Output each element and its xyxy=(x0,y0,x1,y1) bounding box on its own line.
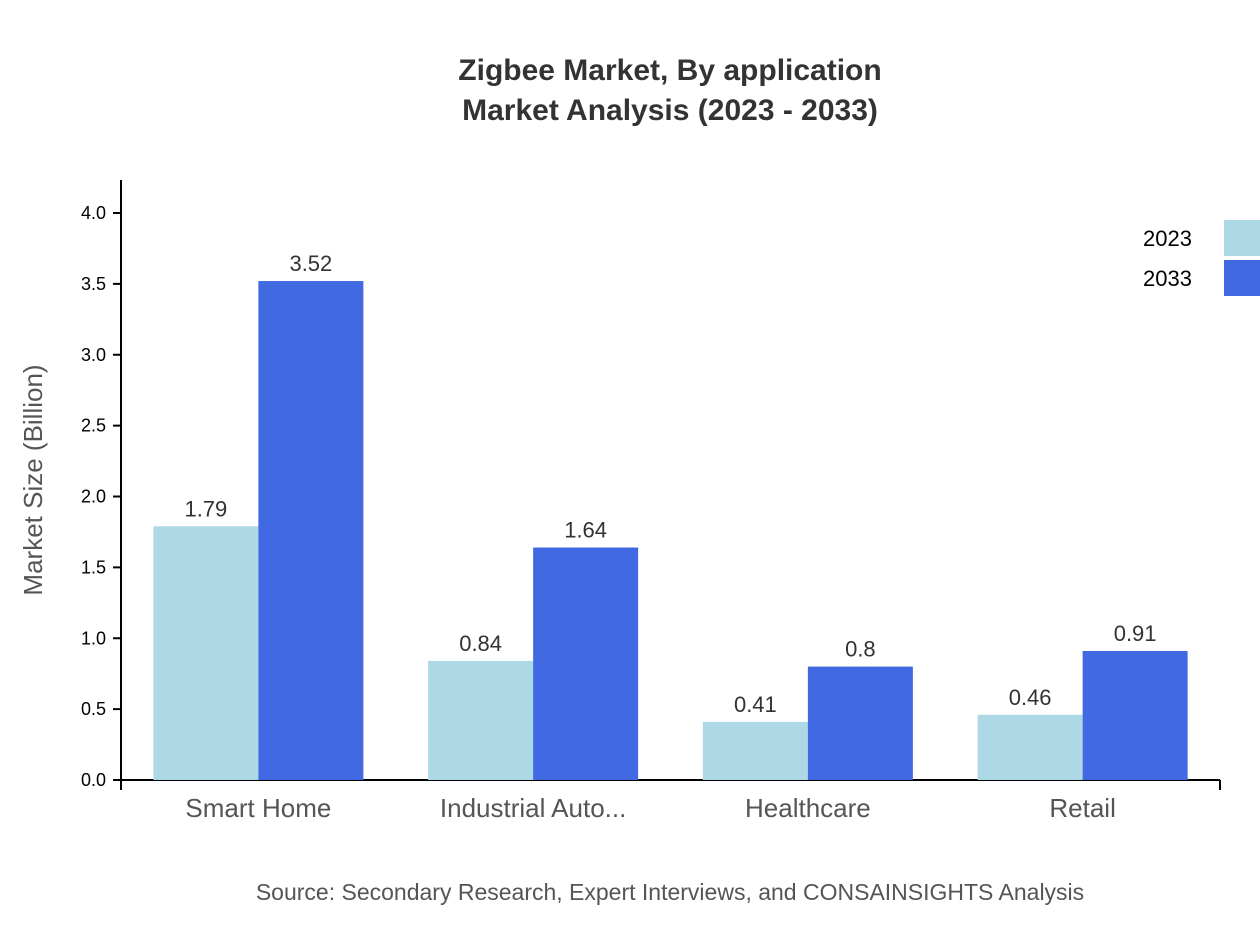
y-tick-label: 4.0 xyxy=(81,203,106,223)
data-label: 0.91 xyxy=(1114,621,1157,646)
bar-2033 xyxy=(807,666,913,780)
bar-2023 xyxy=(702,721,808,780)
axes: 0.0 0.5 1.0 1.5 2.0 2.5 3.0 3.5 4.0 Smart Home Ind… xyxy=(81,180,1221,823)
y-tick-label: 1.5 xyxy=(81,557,106,577)
data-label: 0.46 xyxy=(1009,685,1052,710)
y-axis-label: Market Size (Billion) xyxy=(18,364,48,595)
bar-2033 xyxy=(258,281,364,780)
x-tick-label: Healthcare xyxy=(745,793,871,823)
y-tick-label: 3.5 xyxy=(81,274,106,294)
bar-2023 xyxy=(153,526,259,780)
x-tick-label: Retail xyxy=(1049,793,1115,823)
bar-2023 xyxy=(977,714,1083,780)
legend-swatch xyxy=(1224,220,1260,256)
data-label: 1.79 xyxy=(184,496,227,521)
data-label: 0.84 xyxy=(459,631,502,656)
y-tick-label: 2.5 xyxy=(81,416,106,436)
x-tick-label: Smart Home xyxy=(185,793,331,823)
bar-2033 xyxy=(1082,651,1188,780)
y-tick-label: 2.0 xyxy=(81,487,106,507)
bar-2033 xyxy=(533,547,639,780)
bar-2023 xyxy=(428,660,534,780)
chart-title: Zigbee Market, By application xyxy=(458,54,881,87)
x-tick-label: Industrial Auto... xyxy=(440,793,626,823)
legend-swatch xyxy=(1224,260,1260,296)
data-label: 1.64 xyxy=(564,518,607,543)
legend: 2023 2033 xyxy=(1143,220,1260,296)
y-tick-label: 0.0 xyxy=(81,770,106,790)
source-note: Source: Secondary Research, Expert Inter… xyxy=(256,879,1084,905)
y-tick-label: 1.0 xyxy=(81,628,106,648)
bars: 1.79 3.52 0.84 1.64 0.41 0.8 0.46 0.91 xyxy=(153,251,1188,780)
data-label: 0.8 xyxy=(845,637,876,662)
y-tick-label: 0.5 xyxy=(81,699,106,719)
legend-label: 2023 xyxy=(1143,226,1192,251)
data-label: 0.41 xyxy=(734,692,777,717)
data-label: 3.52 xyxy=(289,251,332,276)
chart-subtitle: Market Analysis (2023 - 2033) xyxy=(462,94,878,127)
legend-label: 2033 xyxy=(1143,266,1192,291)
y-tick-label: 3.0 xyxy=(81,345,106,365)
